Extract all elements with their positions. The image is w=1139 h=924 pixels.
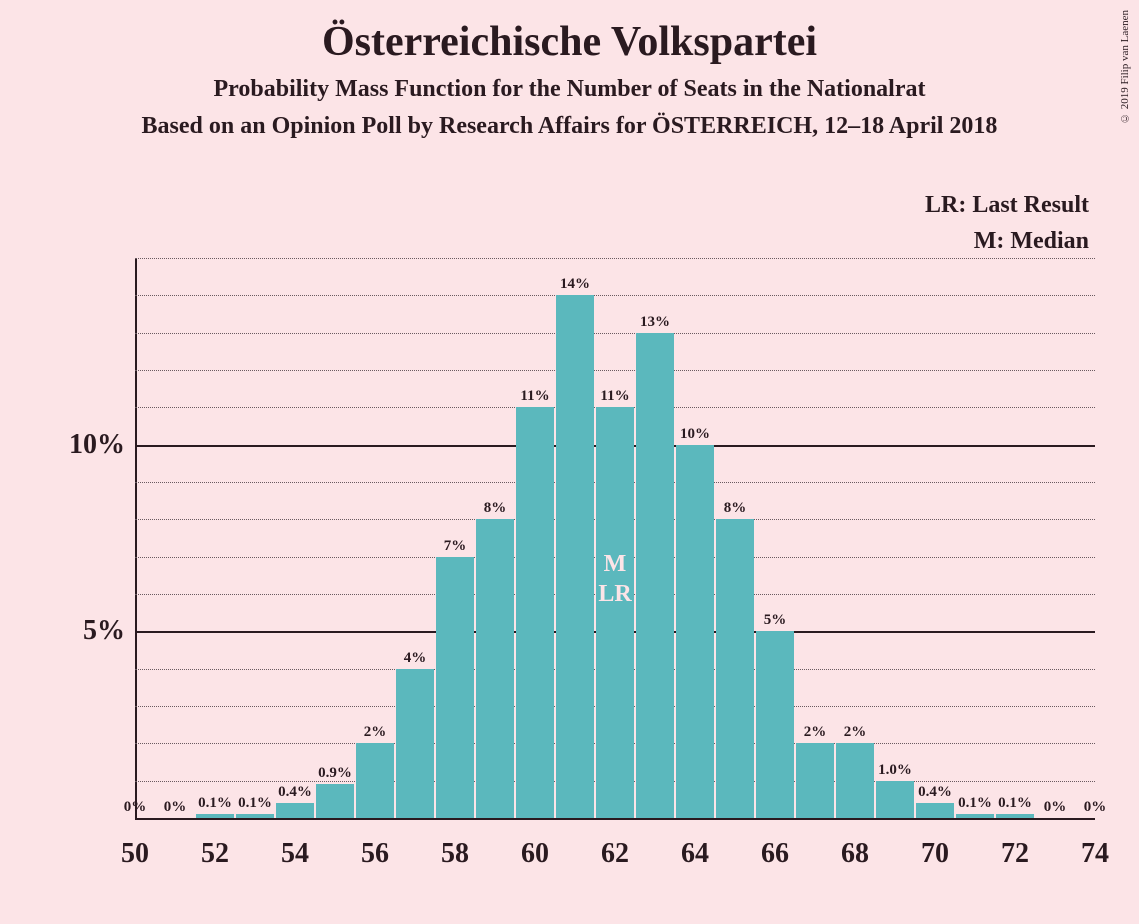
legend-median: M: Median [974,228,1089,255]
gridline [135,333,1095,334]
x-axis-labels: 50525456586062646668707274 [135,828,1095,878]
bar-value-label: 0% [124,799,147,816]
bar-value-label: 4% [404,650,427,667]
bar-value-label: 14% [560,276,590,293]
bar-annotation-last-result: LR [598,581,631,608]
x-axis-label: 68 [841,838,869,870]
bar-value-label: 11% [600,388,629,405]
x-axis-label: 50 [121,838,149,870]
y-axis-labels: 5% 10% [45,258,125,818]
bar [676,445,714,818]
bar [236,814,274,818]
bar-value-label: 1.0% [878,762,912,779]
x-axis-label: 56 [361,838,389,870]
chart-title: Österreichische Volkspartei [0,0,1139,66]
bar [716,519,754,818]
chart-subtitle-1: Probability Mass Function for the Number… [0,76,1139,103]
y-axis-label: 10% [69,429,125,461]
x-axis-line [135,818,1095,820]
bar [556,295,594,818]
bar [836,743,874,818]
bar-value-label: 0.1% [238,795,272,812]
bar [476,519,514,818]
bar-value-label: 0.1% [998,795,1032,812]
chart-container: Österreichische Volkspartei Probability … [0,0,1139,924]
bar-value-label: 0.9% [318,765,352,782]
chart-plot-area: 0% 0% 0.1% 0.1% 0.4% 0.9% 2% 4% 7% 8% 11% 14% 11% M LR… [135,258,1095,818]
x-axis-label: 66 [761,838,789,870]
bar-value-label: 10% [680,426,710,443]
bar [756,631,794,818]
bar [596,407,634,818]
x-axis-label: 58 [441,838,469,870]
bar-value-label: 2% [804,724,827,741]
x-axis-label: 54 [281,838,309,870]
plot-region: 0% 0% 0.1% 0.1% 0.4% 0.9% 2% 4% 7% 8% 11% 14% 11% M LR… [135,258,1095,818]
x-axis-label: 74 [1081,838,1109,870]
bar-value-label: 2% [364,724,387,741]
legend-last-result: LR: Last Result [925,192,1089,219]
bar-value-label: 13% [640,314,670,331]
bar-annotation-median: M [604,551,627,578]
bar [396,669,434,818]
bar [636,333,674,818]
gridline [135,295,1095,296]
bar [516,407,554,818]
bar-value-label: 11% [520,388,549,405]
copyright-text: © 2019 Filip van Laenen [1119,10,1131,124]
bar-value-label: 0.1% [958,795,992,812]
bar [876,781,914,818]
gridline [135,370,1095,371]
bar-value-label: 0.4% [918,784,952,801]
bar-value-label: 0% [1044,799,1067,816]
bar [916,803,954,818]
bar [796,743,834,818]
bar [276,803,314,818]
x-axis-label: 62 [601,838,629,870]
x-axis-label: 70 [921,838,949,870]
x-axis-label: 52 [201,838,229,870]
bar [436,557,474,818]
x-axis-label: 72 [1001,838,1029,870]
bar [196,814,234,818]
bar-value-label: 0.1% [198,795,232,812]
y-axis-label: 5% [83,615,125,647]
bar-value-label: 0% [1084,799,1107,816]
x-axis-label: 60 [521,838,549,870]
bar [996,814,1034,818]
bar [316,784,354,818]
bar [956,814,994,818]
bar-value-label: 8% [484,500,507,517]
bar [356,743,394,818]
bar-value-label: 0.4% [278,784,312,801]
gridline [135,258,1095,259]
x-axis-label: 64 [681,838,709,870]
bar-value-label: 2% [844,724,867,741]
bar-value-label: 5% [764,612,787,629]
chart-subtitle-2: Based on an Opinion Poll by Research Aff… [0,113,1139,140]
bar-value-label: 7% [444,538,467,555]
bar-value-label: 0% [164,799,187,816]
bar-value-label: 8% [724,500,747,517]
